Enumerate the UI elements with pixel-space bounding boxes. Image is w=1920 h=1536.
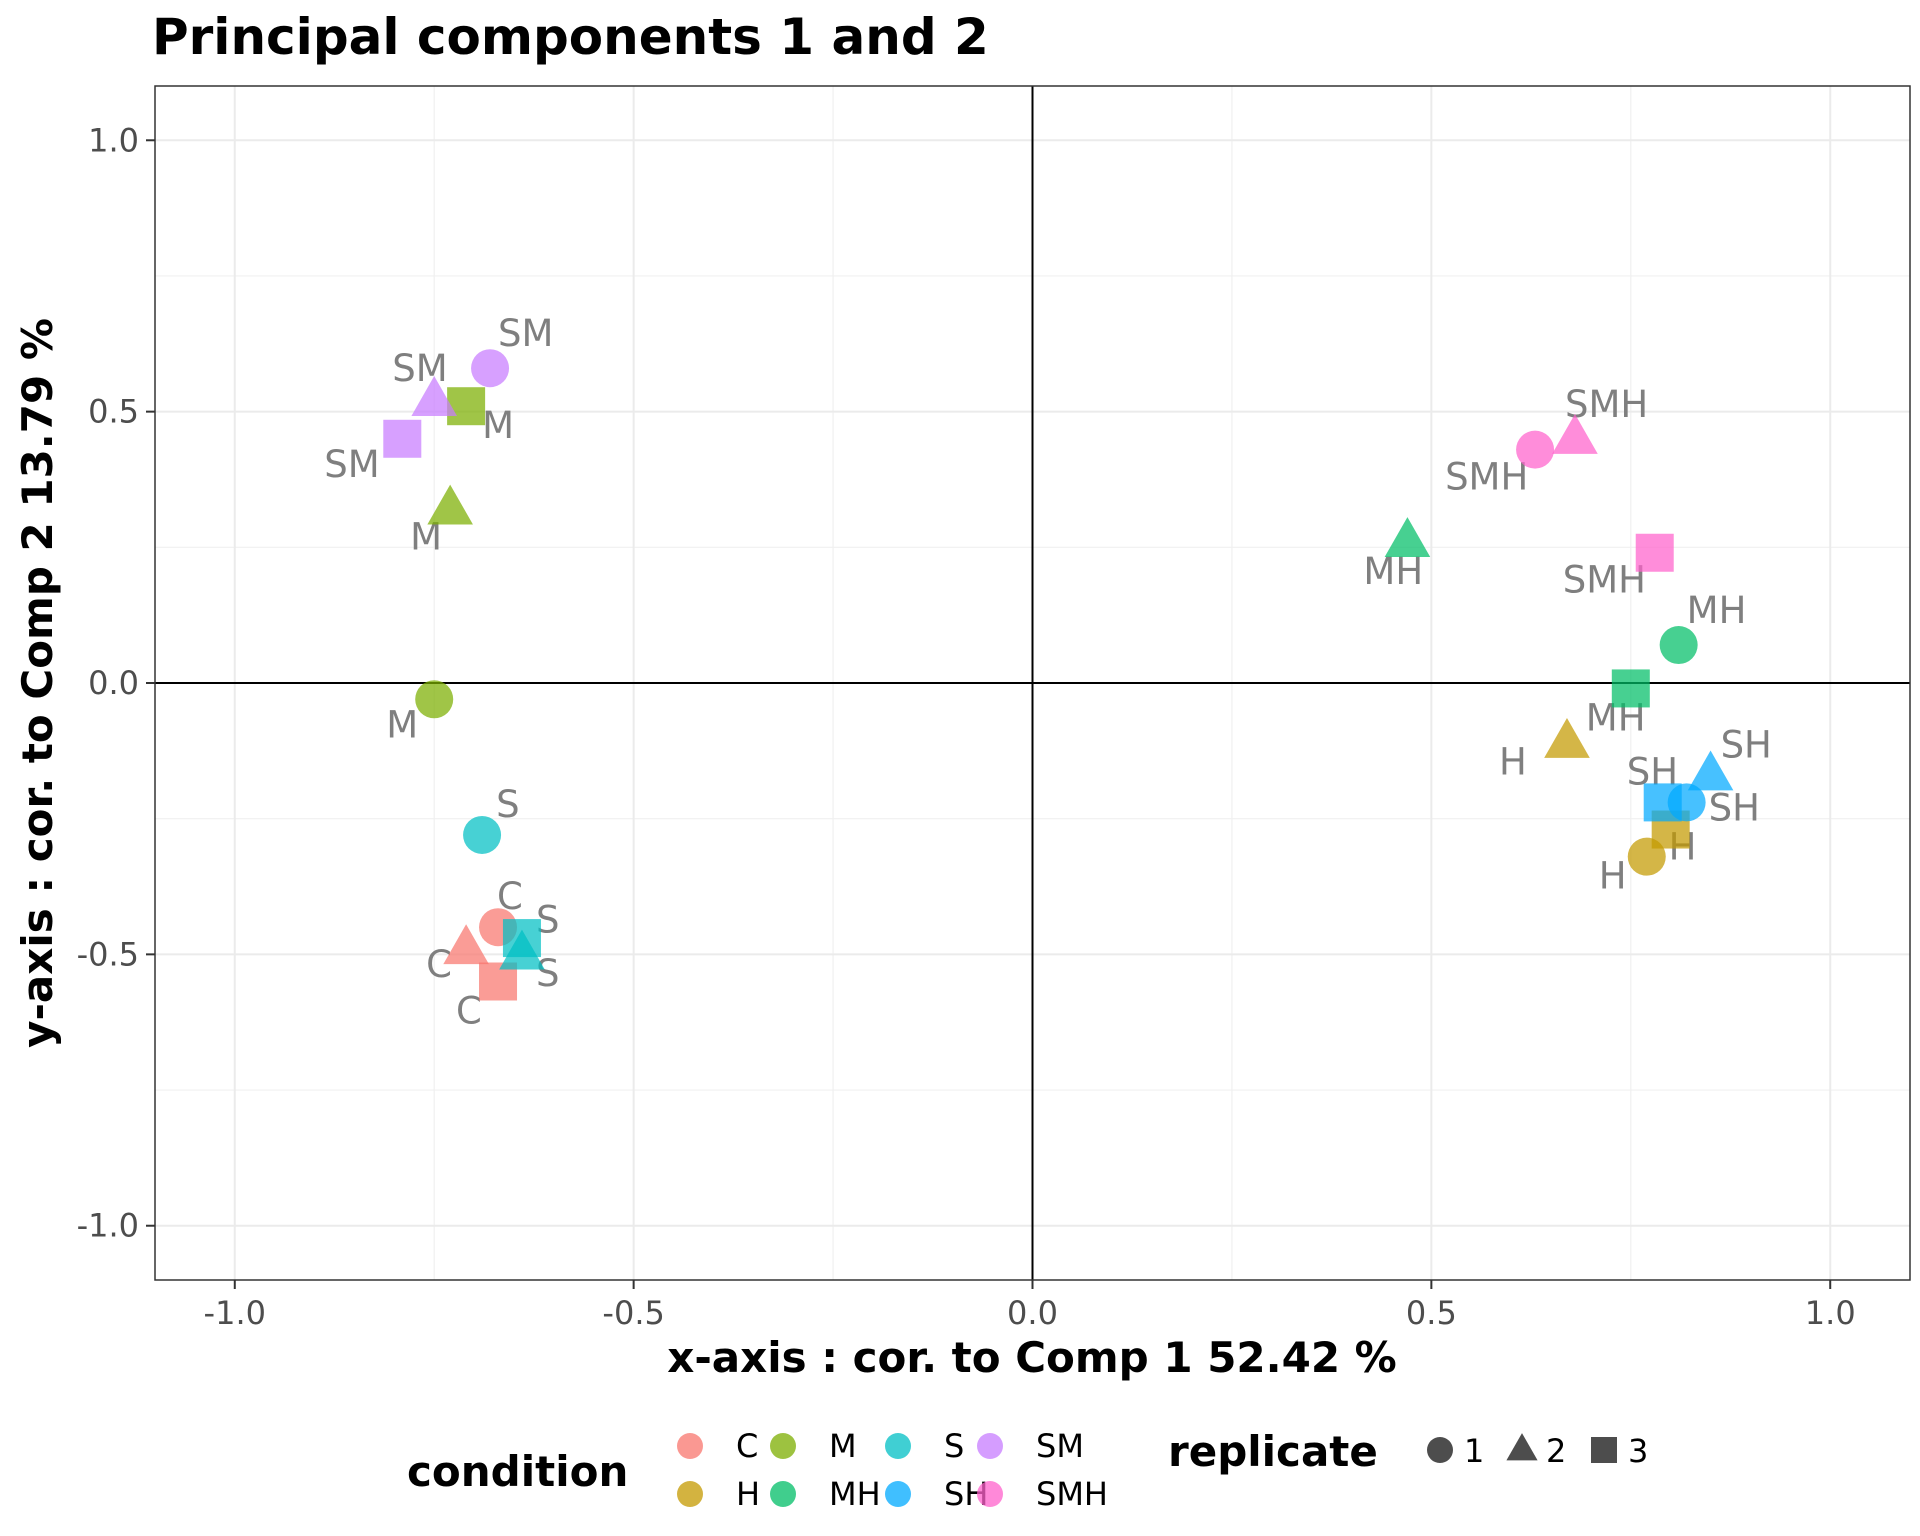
point-label-c-3: C (456, 990, 482, 1033)
legend-key-s (885, 1433, 911, 1459)
point-label-sh-1: SH (1709, 786, 1760, 829)
data-point-mh-2 (1384, 517, 1431, 558)
x-tick-label: -1.0 (204, 1294, 266, 1332)
data-point-m-3 (447, 387, 486, 426)
legend-key-replicate-2 (1506, 1433, 1538, 1461)
legend-label-h: H (736, 1475, 760, 1513)
x-axis-title: x-axis : cor. to Comp 1 52.42 % (667, 1333, 1397, 1382)
legend-key-h (677, 1481, 703, 1507)
legend-key-sh (885, 1481, 911, 1507)
data-point-sm-1 (471, 349, 510, 388)
y-tick-label: -0.5 (77, 935, 139, 973)
y-tick-label: 1.0 (88, 121, 139, 159)
chart-title: Principal components 1 and 2 (152, 8, 989, 66)
point-label-mh-2: MH (1363, 550, 1423, 593)
y-axis-ticks: -1.0 -0.5 0.0 0.5 1.0 (77, 121, 155, 1245)
x-tick-label: 0.0 (1007, 1294, 1058, 1332)
data-point-c-2 (443, 924, 489, 965)
legend-label-smh: SMH (1036, 1475, 1108, 1513)
point-labels: CCCHHHMMMMHMHMHSSSSHSHSHSMSMSMSMHSMHSMH (324, 312, 1772, 1032)
point-label-m-3: M (482, 404, 514, 447)
data-point-h-2 (1544, 717, 1590, 758)
data-point-sh-3 (1643, 783, 1682, 822)
legend-condition-title: condition (407, 1447, 628, 1496)
data-point-mh-1 (1659, 626, 1698, 665)
y-tick-label: 0.0 (88, 664, 139, 702)
point-label-s-1: S (496, 783, 520, 826)
x-tick-label: 0.5 (1406, 1294, 1457, 1332)
x-axis-ticks: -1.0 -0.5 0.0 0.5 1.0 (204, 1280, 1856, 1332)
legend-key-c (677, 1433, 703, 1459)
legend-key-mh (770, 1481, 796, 1507)
legend-label-s: S (944, 1427, 964, 1465)
point-label-h-1: H (1599, 855, 1627, 898)
legend-label-replicate-2: 2 (1546, 1432, 1566, 1470)
legend-key-sm (977, 1433, 1003, 1459)
x-tick-label: -0.5 (602, 1294, 664, 1332)
point-label-smh-3: SMH (1563, 559, 1646, 602)
legend-key-replicate-1 (1427, 1437, 1453, 1463)
x-tick-label: 1.0 (1805, 1294, 1856, 1332)
point-label-smh-2: SMH (1565, 383, 1648, 426)
point-label-c-2: C (426, 943, 452, 986)
data-point-sh-2 (1687, 750, 1734, 791)
data-point-sm-2 (411, 376, 458, 416)
legend-label-replicate-1: 1 (1464, 1432, 1484, 1470)
legend-key-m (770, 1433, 796, 1459)
y-tick-label: -1.0 (77, 1207, 139, 1245)
data-point-m-2 (427, 484, 473, 525)
point-label-mh-1: MH (1687, 589, 1747, 632)
legend-replicate-title: replicate (1168, 1427, 1378, 1476)
legend-label-c: C (736, 1427, 758, 1465)
data-point-m-1 (415, 680, 454, 719)
legend-key-smh (977, 1481, 1003, 1507)
data-point-smh-2 (1552, 414, 1598, 454)
point-label-m-1: M (386, 703, 418, 746)
data-point-sm-3 (383, 419, 422, 458)
legend-label-mh: MH (829, 1475, 881, 1513)
legend-label-m: M (829, 1427, 857, 1465)
y-tick-label: 0.5 (88, 393, 139, 431)
point-label-sh-2: SH (1721, 723, 1772, 766)
data-point-smh-3 (1635, 533, 1674, 572)
point-label-h-2: H (1499, 741, 1527, 784)
legend-label-sm: SM (1036, 1427, 1084, 1465)
point-label-s-2: S (536, 898, 560, 941)
y-axis-title: y-axis : cor. to Comp 2 13.79 % (13, 318, 62, 1048)
point-label-sm-2: SM (392, 347, 447, 390)
legend-label-replicate-3: 3 (1628, 1432, 1648, 1470)
data-points (383, 349, 1734, 1001)
data-point-mh-3 (1611, 669, 1650, 708)
point-label-smh-1: SMH (1445, 456, 1528, 499)
data-point-smh-1 (1516, 430, 1555, 469)
data-point-s-1 (463, 815, 502, 854)
legend-key-replicate-3 (1591, 1437, 1617, 1463)
data-point-s-3 (502, 919, 541, 958)
point-label-sm-1: SM (498, 312, 553, 355)
point-label-sm-3: SM (324, 443, 379, 486)
point-label-s-3: S (536, 952, 560, 995)
legend-replicates: 1 2 3 (1427, 1432, 1648, 1470)
